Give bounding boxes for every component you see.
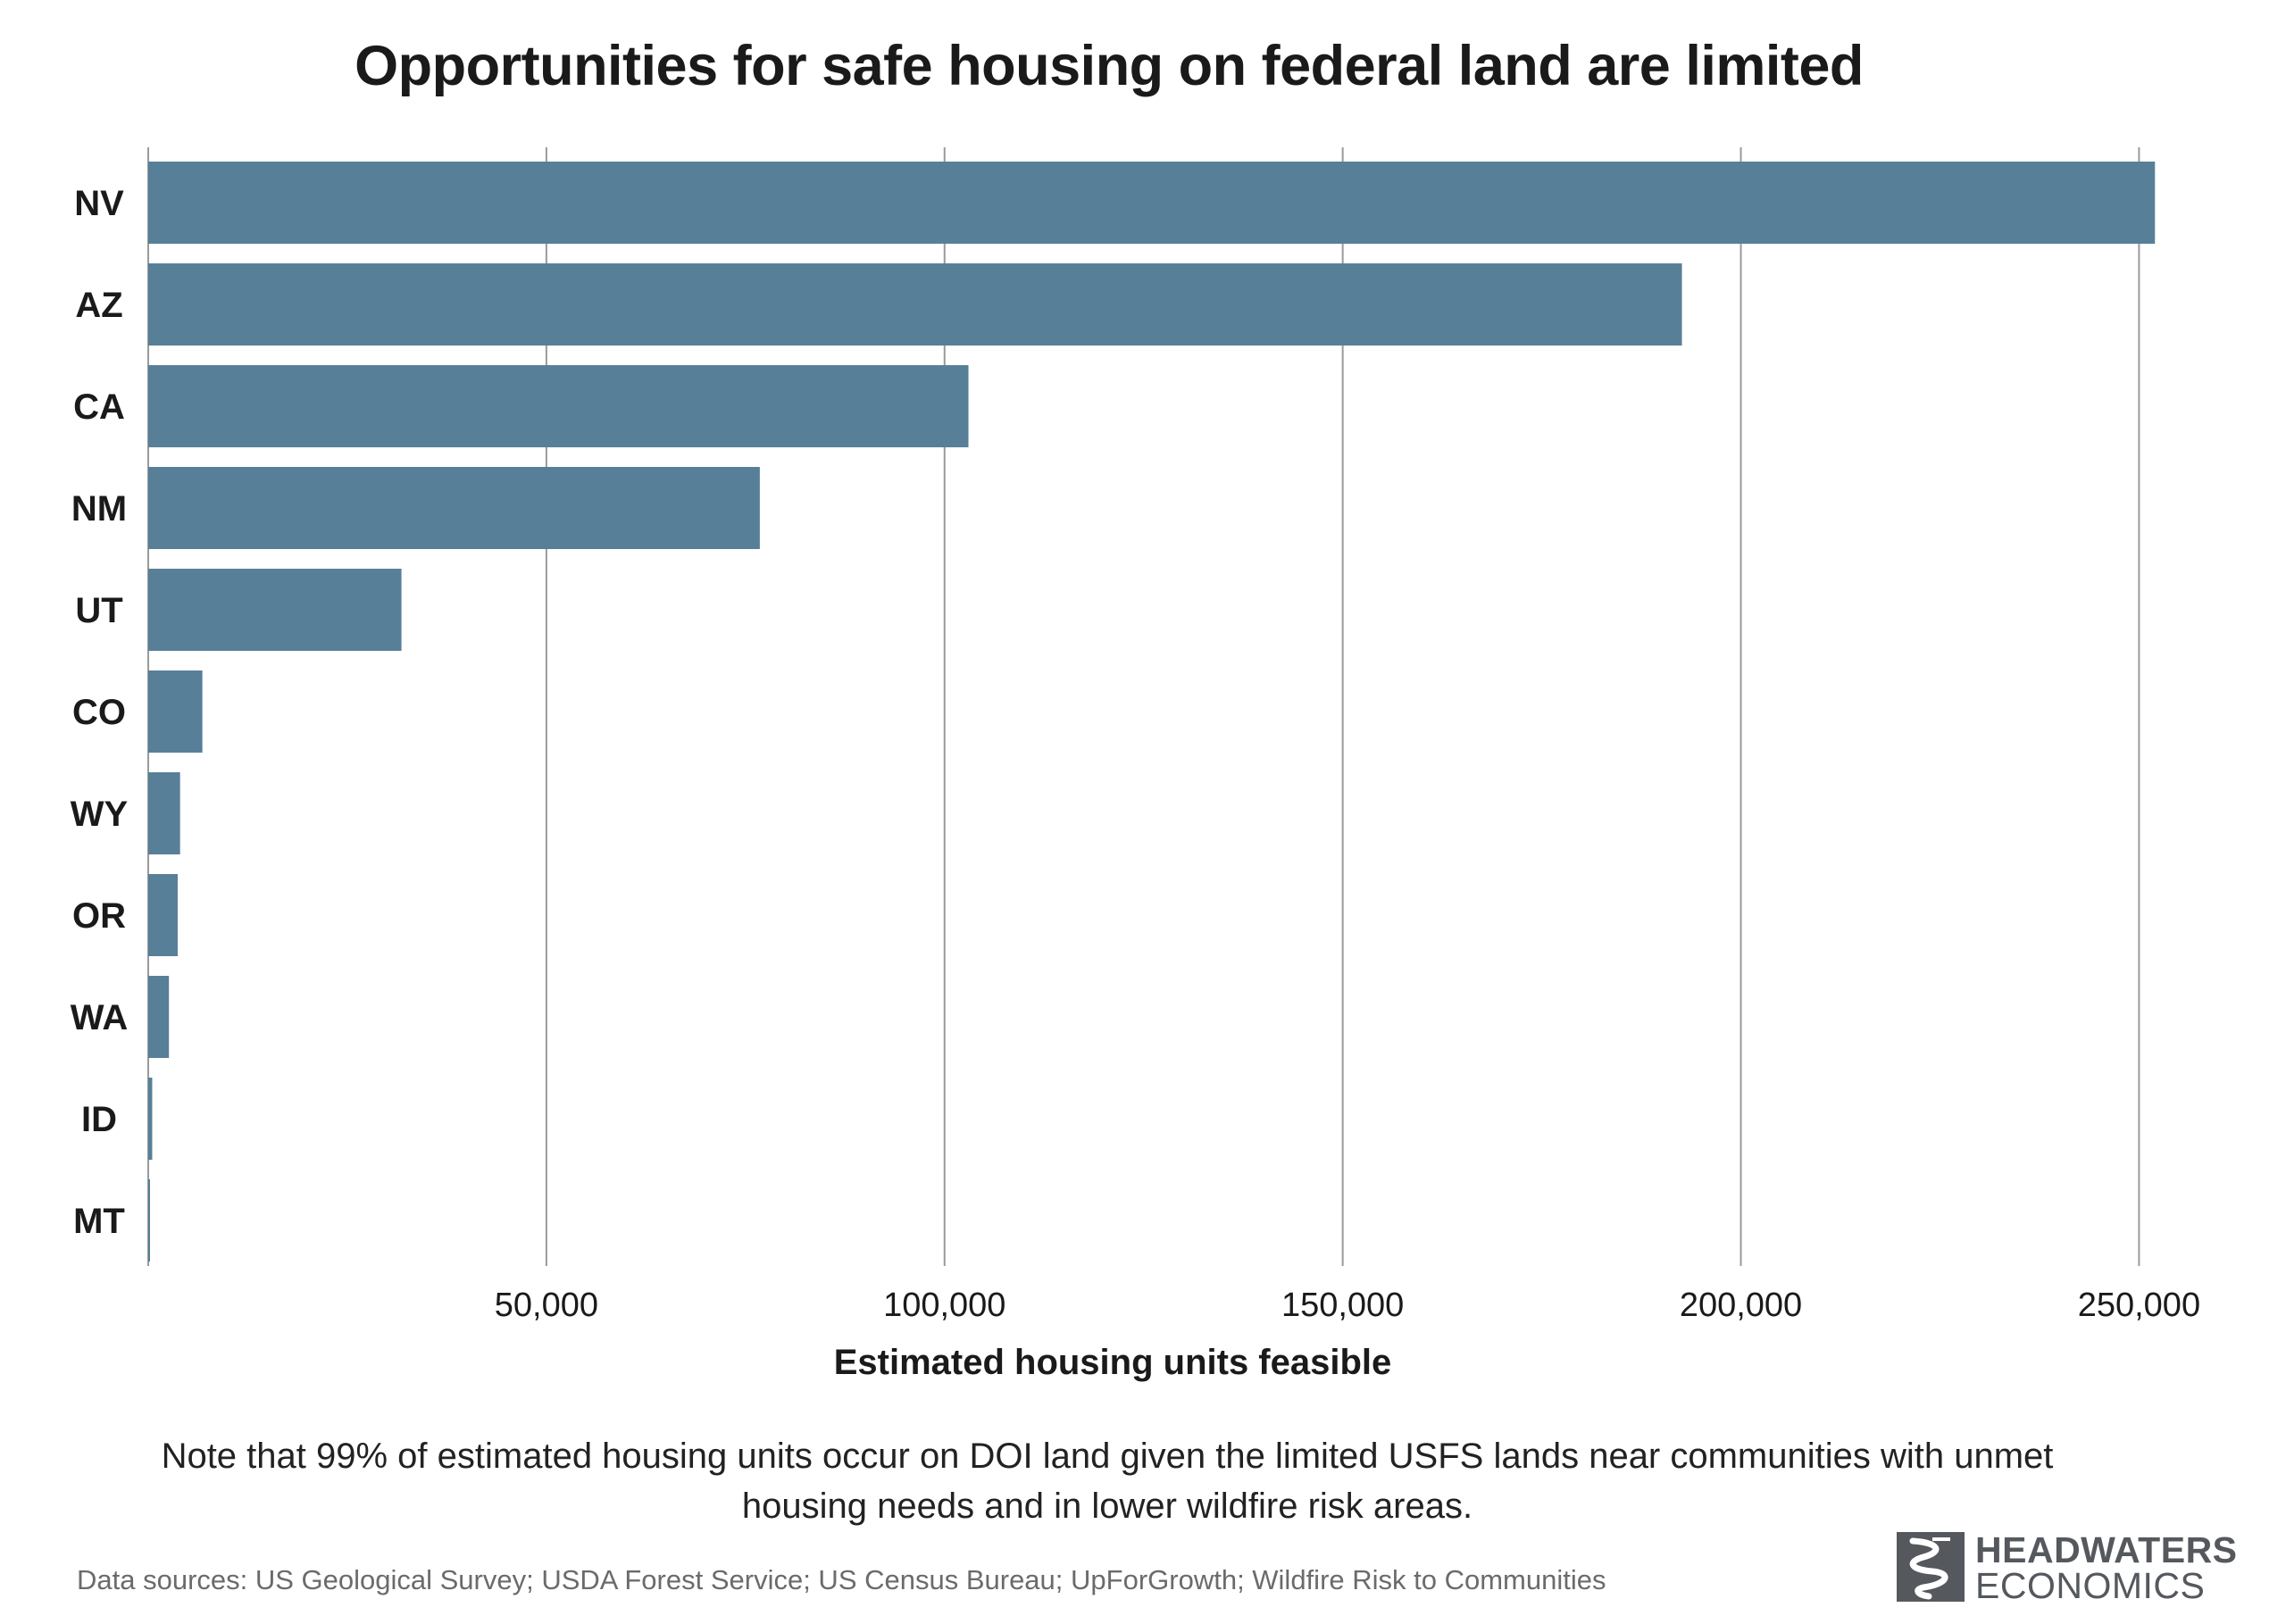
x-tick-label: 100,000 — [883, 1287, 1005, 1324]
category-label: UT — [75, 591, 122, 630]
x-axis-label: Estimated housing units feasible — [833, 1343, 1392, 1382]
bar — [148, 569, 402, 651]
category-label: AZ — [75, 286, 122, 325]
bar-chart: 50,000 100,000 150,000 200,000 250,000 NV AZ CA… — [71, 147, 2200, 1324]
category-label: WY — [71, 795, 129, 834]
x-tick-label: 150,000 — [1281, 1287, 1404, 1324]
bar — [148, 1179, 150, 1262]
chart-title: Opportunities for safe housing on federa… — [355, 35, 1864, 97]
bar — [148, 1078, 153, 1160]
category-label: ID — [81, 1100, 117, 1139]
bar — [148, 976, 170, 1058]
bar — [148, 162, 2156, 244]
x-tick-label: 200,000 — [1680, 1287, 1802, 1324]
bar — [148, 365, 969, 447]
headwaters-river-logo-icon — [1897, 1532, 1965, 1602]
category-label: MT — [73, 1202, 125, 1241]
x-tick-label: 50,000 — [495, 1287, 598, 1324]
logo-line1: HEADWATERS — [1975, 1529, 2238, 1570]
logo-line2: ECONOMICS — [1975, 1565, 2206, 1606]
data-sources: Data sources: US Geological Survey; USDA… — [77, 1564, 1606, 1595]
bar — [148, 874, 178, 956]
bar — [148, 467, 760, 549]
category-label: OR — [72, 896, 126, 936]
category-label: CO — [72, 693, 126, 732]
bar — [148, 670, 203, 753]
category-label: CA — [73, 387, 125, 427]
x-tick-label: 250,000 — [2078, 1287, 2200, 1324]
category-label: NV — [74, 184, 124, 223]
bar — [148, 772, 180, 854]
chart-note: Note that 99% of estimated housing units… — [161, 1437, 2054, 1526]
category-label: NM — [71, 489, 127, 529]
bar — [148, 263, 1682, 346]
category-label: WA — [71, 998, 128, 1037]
